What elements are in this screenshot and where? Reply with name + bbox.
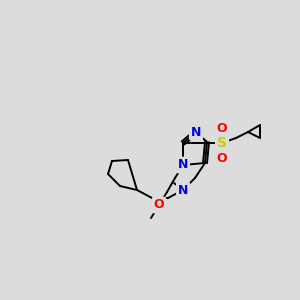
Text: O: O	[154, 199, 164, 212]
Text: S: S	[217, 136, 227, 150]
Text: N: N	[191, 125, 201, 139]
Text: N: N	[178, 158, 188, 172]
Text: N: N	[178, 184, 188, 196]
Text: O: O	[217, 152, 227, 164]
Text: O: O	[217, 122, 227, 134]
